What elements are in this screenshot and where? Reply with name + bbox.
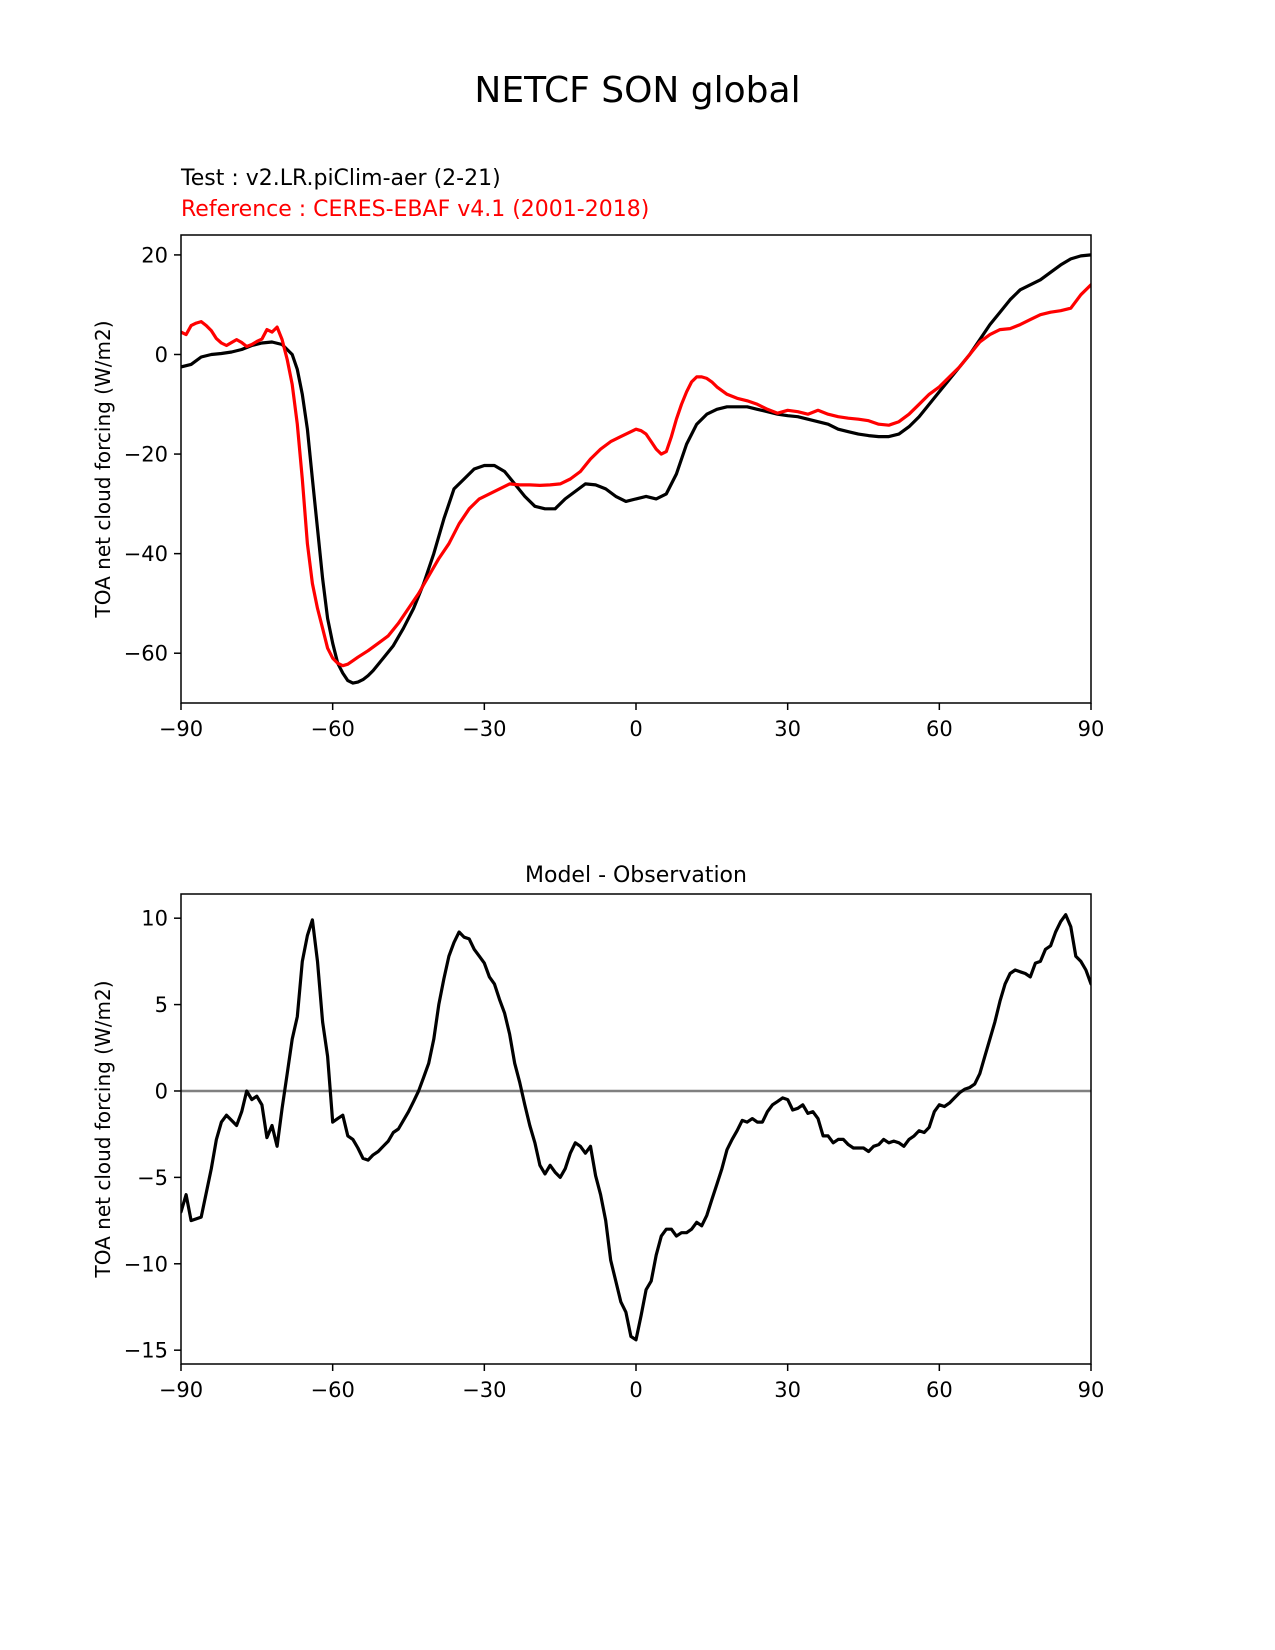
series-line-1 [181, 283, 1091, 668]
axes-frame [180, 234, 1092, 704]
x-tick-label: 60 [926, 717, 953, 741]
series-group [181, 253, 1091, 685]
reference-label: Reference : CERES-EBAF v4.1 (2001-2018) [181, 197, 650, 222]
x-tick-label: −30 [462, 717, 506, 741]
test-label: Test : v2.LR.piClim-aer (2-21) [181, 166, 501, 191]
y-tick-label: 20 [141, 243, 168, 267]
series-line-0 [181, 913, 1091, 1342]
x-tick-label: 0 [629, 1378, 642, 1402]
y-tick-label: −5 [137, 1166, 168, 1190]
y-tick-label: 0 [155, 1079, 168, 1103]
x-tick-label: 30 [774, 717, 801, 741]
y-axis-label: TOA net cloud forcing (W/m2) [91, 320, 115, 618]
series-group [181, 913, 1091, 1342]
y-tick-label: 5 [155, 993, 168, 1017]
x-tick-label: −30 [462, 1378, 506, 1402]
x-tick-label: −90 [159, 1378, 203, 1402]
figure-title: NETCF SON global [474, 70, 801, 111]
y-tick-label: −10 [124, 1252, 168, 1276]
y-tick-label: −15 [124, 1339, 168, 1363]
panel-title: Model - Observation [525, 863, 747, 888]
x-tick-label: −90 [159, 717, 203, 741]
x-tick-label: −60 [311, 1378, 355, 1402]
x-tick-label: 60 [926, 1378, 953, 1402]
x-tick-label: −60 [311, 717, 355, 741]
x-tick-label: 0 [629, 717, 642, 741]
y-tick-label: −60 [124, 642, 168, 666]
x-tick-label: 90 [1078, 717, 1105, 741]
y-tick-label: 10 [141, 907, 168, 931]
x-tick-label: 30 [774, 1378, 801, 1402]
y-tick-label: −40 [124, 542, 168, 566]
y-tick-label: −20 [124, 443, 168, 467]
y-tick-label: 0 [155, 343, 168, 367]
y-axis-label: TOA net cloud forcing (W/m2) [91, 980, 115, 1278]
series-line-0 [181, 253, 1091, 685]
bottom-panel: −90 −60 −30 0 30 60 90 −15 −10 −5 0 5 10 TOA net clou… [91, 863, 1104, 1402]
top-panel: −90 −60 −30 0 30 60 90 −60 −40 −20 0 20 TOA net clou… [91, 234, 1105, 741]
x-tick-label: 90 [1078, 1378, 1105, 1402]
